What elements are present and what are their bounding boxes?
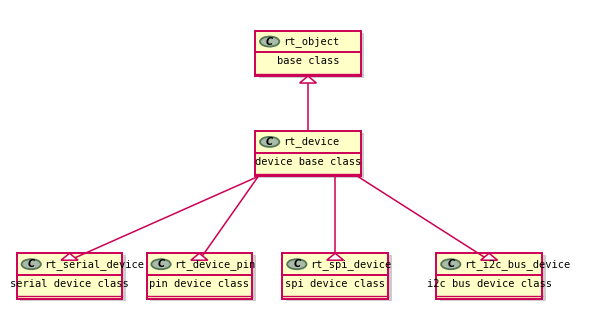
Text: rt_serial_device: rt_serial_device [44, 259, 145, 270]
Circle shape [260, 36, 279, 47]
Circle shape [260, 137, 279, 147]
Circle shape [287, 259, 307, 269]
Polygon shape [480, 253, 498, 260]
Circle shape [441, 259, 460, 269]
Text: rt_spi_device: rt_spi_device [310, 259, 391, 270]
Text: spi device class: spi device class [285, 279, 385, 289]
Bar [286, 255, 392, 301]
Text: rt_object: rt_object [283, 36, 339, 47]
Bar [259, 33, 365, 78]
Text: C: C [158, 259, 164, 269]
Polygon shape [61, 253, 78, 260]
Text: i2c bus device class: i2c bus device class [427, 279, 551, 289]
Bar [255, 131, 361, 176]
Text: C: C [266, 36, 274, 46]
Text: serial device class: serial device class [10, 279, 129, 289]
Text: device base class: device base class [255, 156, 361, 166]
Text: rt_i2c_bus_device: rt_i2c_bus_device [464, 259, 570, 270]
Bar [147, 253, 252, 299]
Text: pin device class: pin device class [149, 279, 249, 289]
Bar [282, 253, 388, 299]
Polygon shape [191, 253, 208, 260]
Text: C: C [293, 259, 301, 269]
Circle shape [22, 259, 41, 269]
Text: rt_device_pin: rt_device_pin [174, 259, 256, 270]
Bar [17, 253, 123, 299]
Text: base class: base class [277, 56, 339, 66]
Text: C: C [447, 259, 455, 269]
Polygon shape [299, 76, 317, 83]
Bar [20, 255, 126, 301]
Text: C: C [28, 259, 34, 269]
Bar [150, 255, 256, 301]
Bar [259, 133, 365, 178]
Text: C: C [266, 137, 274, 147]
Bar [440, 255, 546, 301]
Polygon shape [326, 253, 344, 260]
Circle shape [152, 259, 171, 269]
Bar [255, 31, 361, 76]
Bar [436, 253, 542, 299]
Text: rt_device: rt_device [283, 136, 339, 147]
